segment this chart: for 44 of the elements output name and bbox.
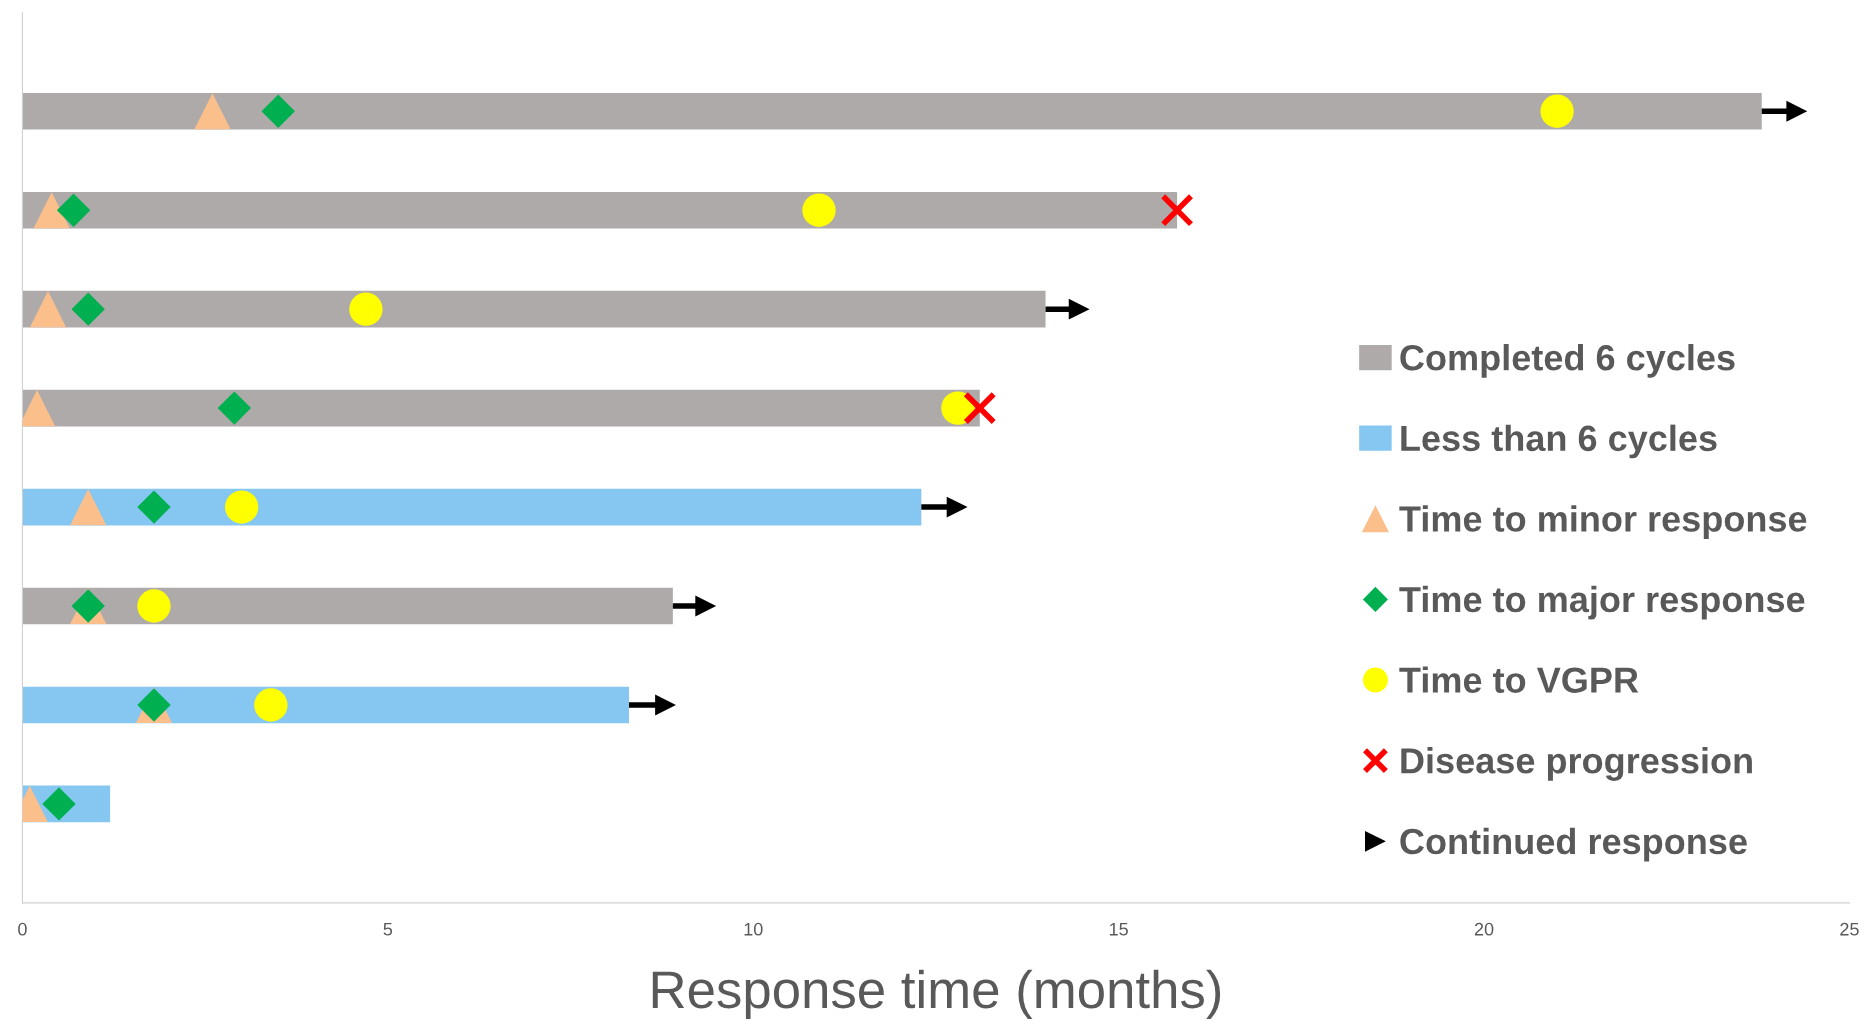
point: [261, 94, 295, 128]
legend-label: Completed 6 cycles: [1400, 344, 1735, 378]
point: [56, 193, 91, 227]
x-tick-label: 10: [744, 922, 763, 936]
legend-label: Disease progression: [1401, 747, 1752, 781]
point: [194, 93, 231, 130]
point: [71, 292, 105, 326]
legend-label: Time to VGPR: [1399, 666, 1639, 693]
bar: [22, 191, 1178, 229]
bar: [22, 587, 673, 625]
point: [137, 589, 171, 623]
point: [254, 688, 288, 722]
x-tick-label: 5: [383, 922, 393, 936]
legend-label: Time to major response: [1399, 585, 1805, 620]
point: [1160, 193, 1194, 227]
point: [946, 496, 968, 518]
point: [1786, 100, 1808, 122]
bar: [22, 92, 1762, 130]
x-tick-label: 25: [1840, 922, 1859, 936]
point: [225, 490, 259, 524]
bar: [22, 488, 922, 526]
x-tick-label: 0: [18, 922, 27, 936]
bar: [22, 686, 629, 724]
x-tick-label: 20: [1474, 922, 1494, 936]
point: [695, 595, 717, 617]
point: [137, 490, 171, 524]
point: [963, 391, 997, 425]
legend-label: Less than 6 cycles: [1401, 424, 1717, 459]
legend-label: Time to minor response: [1399, 505, 1807, 539]
point: [33, 192, 70, 229]
x-axis-title: Response time (months): [652, 969, 1221, 1019]
legend-label: Continued response: [1400, 827, 1747, 862]
point: [29, 291, 67, 328]
point: [22, 390, 56, 427]
point: [655, 694, 676, 716]
bar: [22, 290, 1046, 328]
bar: [22, 389, 980, 427]
point: [349, 292, 383, 326]
x-tick-label: 15: [1109, 922, 1128, 936]
point: [1068, 298, 1090, 320]
point: [1540, 94, 1574, 128]
point: [802, 193, 836, 227]
point: [70, 489, 107, 526]
point: [217, 391, 252, 425]
